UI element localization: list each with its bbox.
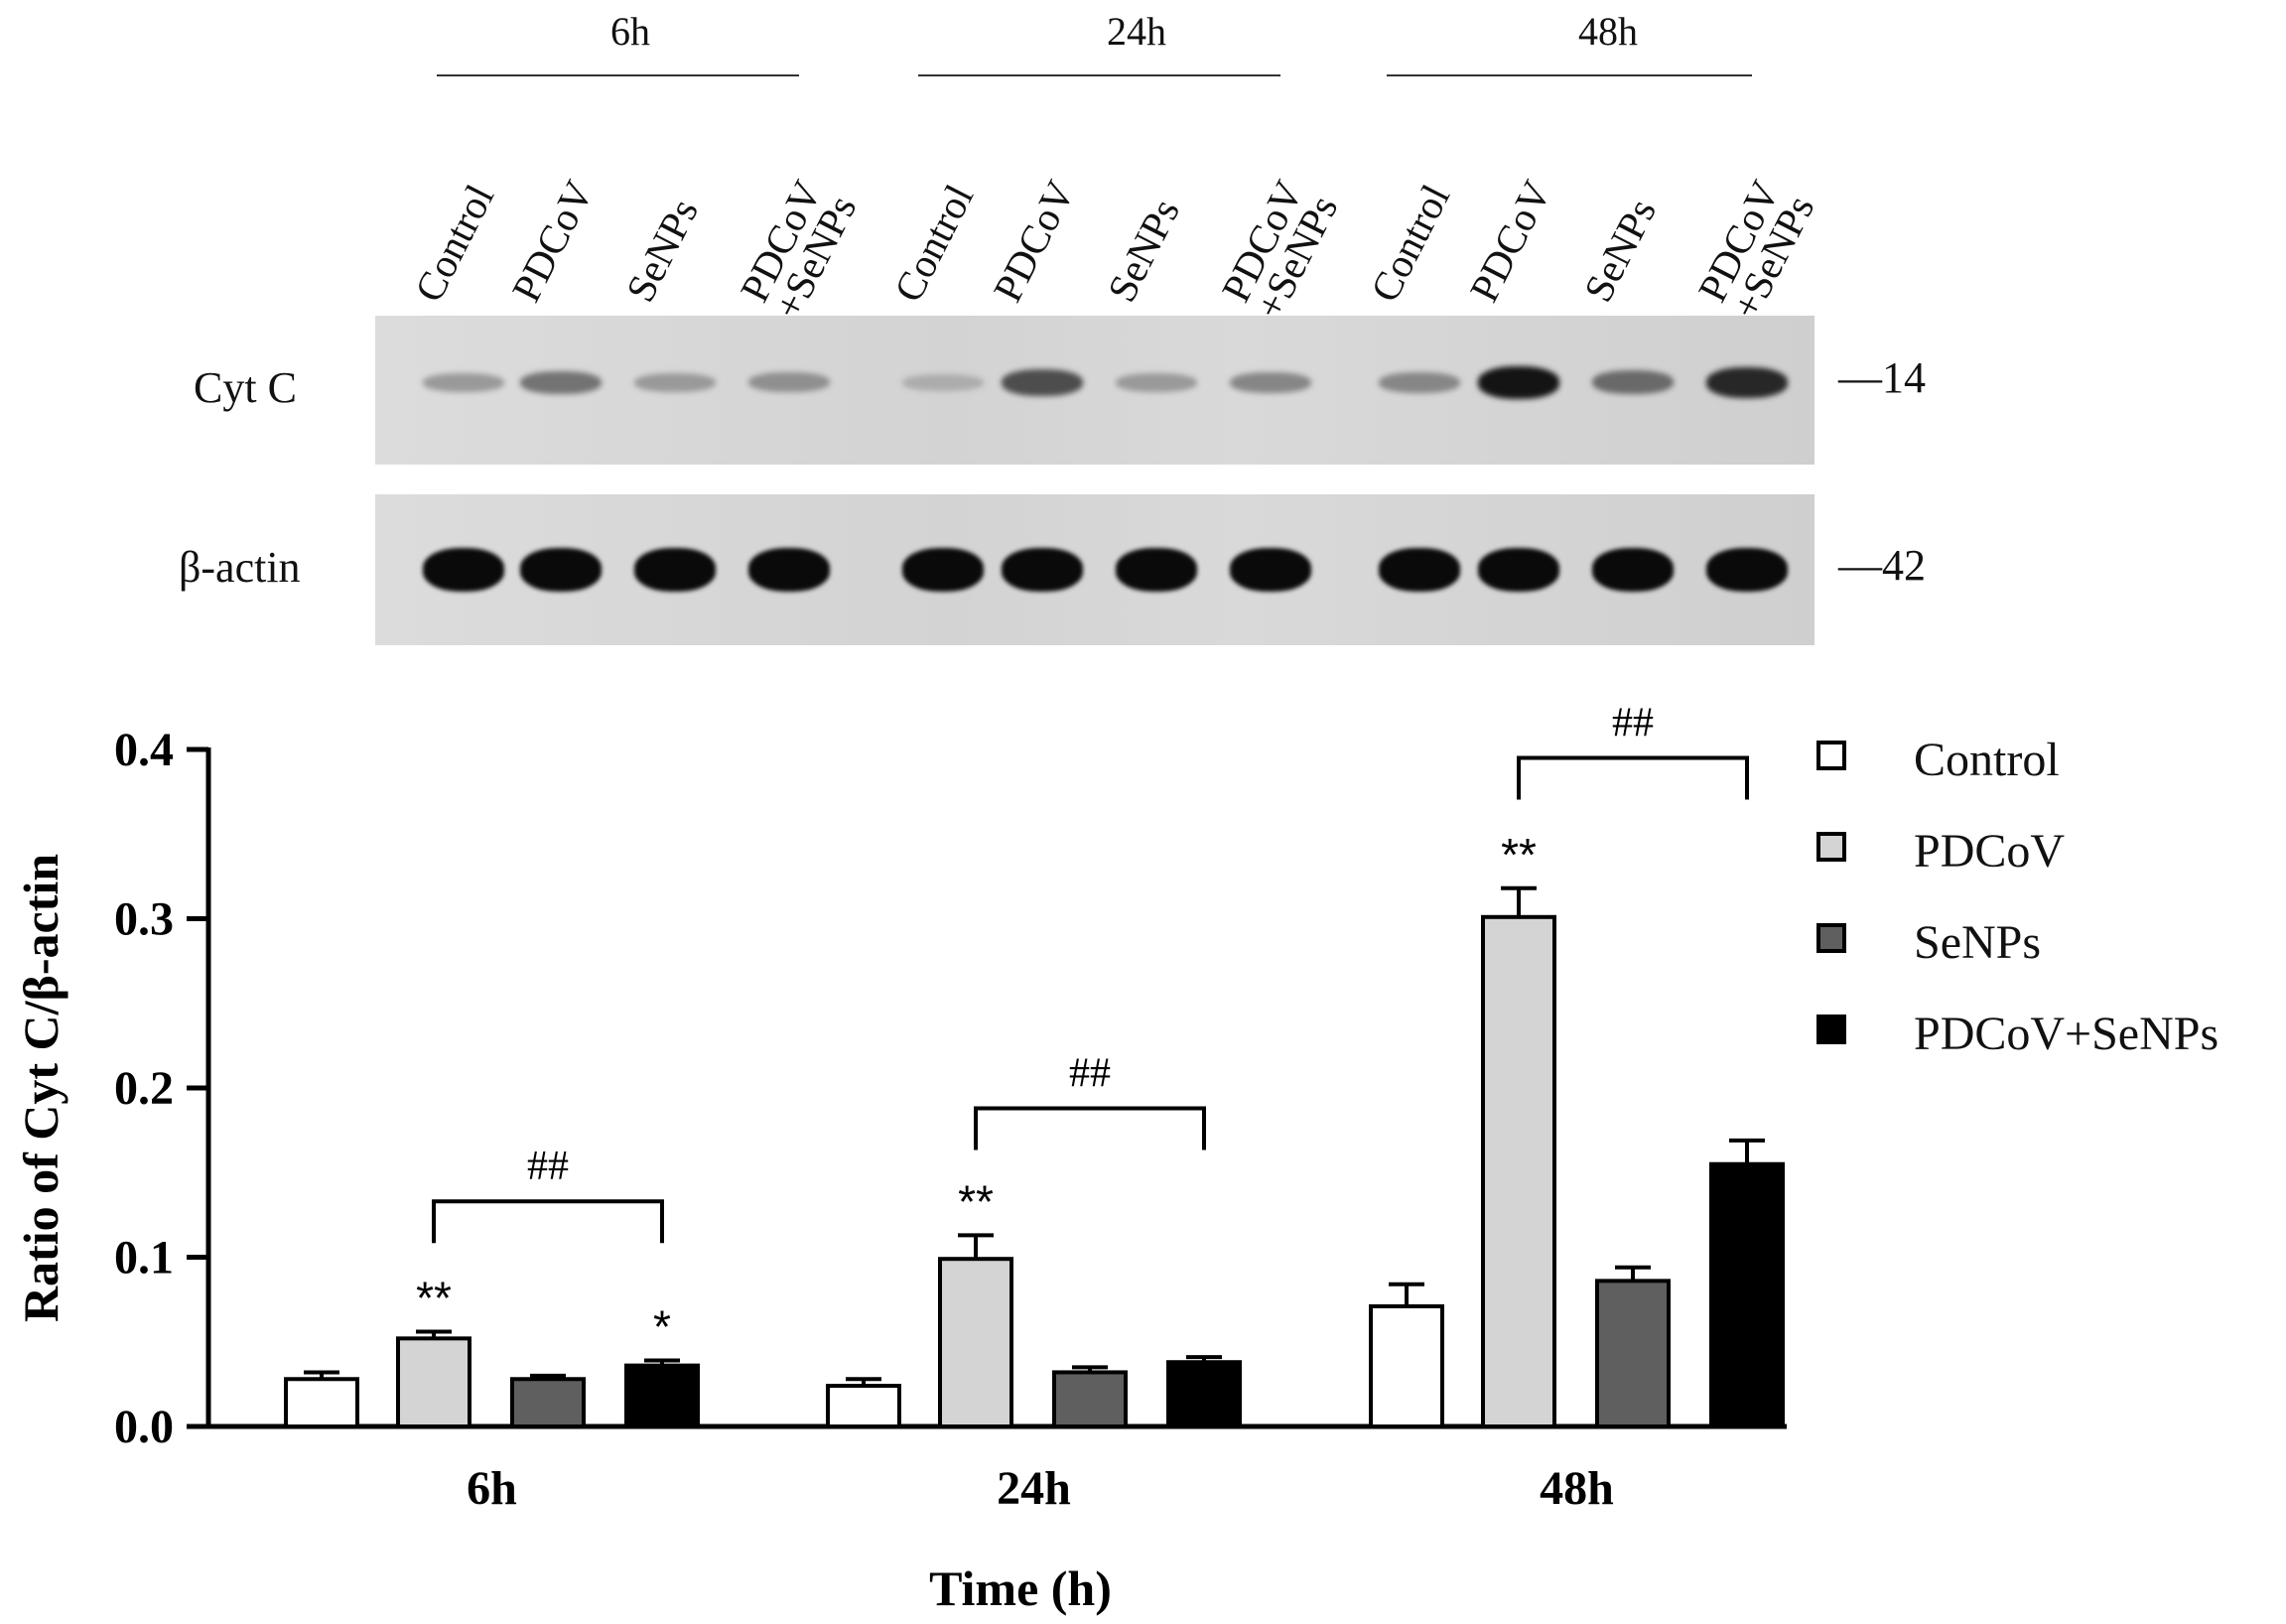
blot-band (748, 548, 830, 592)
blot-timepoint-label: 48h (1578, 9, 1638, 54)
blot-band (1706, 548, 1788, 592)
legend-swatch (1816, 923, 1846, 953)
blot-band (1002, 548, 1083, 592)
blot-lane-label: Control (884, 177, 983, 310)
blot-band (1478, 365, 1559, 399)
blot-lane-label: PDCoV +SeNPs (731, 173, 866, 327)
y-tick-label: 0.1 (114, 1232, 174, 1285)
legend-label: Control (1914, 734, 2060, 786)
blot-lane-label: PDCoV (984, 173, 1084, 310)
blot-band (520, 548, 602, 592)
blot-band (748, 372, 830, 392)
blot-lane-label: SeNPs (1574, 191, 1666, 310)
bar (284, 1377, 359, 1429)
y-tick-label: 0.0 (114, 1401, 174, 1453)
comparison-label: ## (1069, 1050, 1111, 1096)
significance-label: * (653, 1301, 671, 1353)
significance-label: ** (1501, 829, 1537, 880)
legend-swatch (1816, 832, 1846, 862)
blot-row-label: Cyt C (194, 363, 297, 412)
blot-band (423, 372, 504, 392)
blot-lane-label: SeNPs (1098, 191, 1189, 310)
blot-band (423, 548, 504, 592)
blot-row-label: β-actin (179, 543, 301, 592)
blot-band (1230, 548, 1311, 592)
blot-membrane (375, 494, 1815, 645)
y-tick-label: 0.3 (114, 893, 174, 946)
blot-lane-label: PDCoV +SeNPs (1688, 173, 1823, 327)
blot-band (1592, 370, 1674, 394)
blot-membrane (375, 316, 1815, 465)
blot-lane-label: Control (1361, 177, 1459, 310)
x-tick-label: 24h (997, 1462, 1071, 1515)
legend-swatch (1816, 1015, 1846, 1044)
bar (1369, 1303, 1444, 1429)
bar-chart: 0.00.10.20.30.4*******######6h 24h 48hTime… (13, 701, 1787, 1616)
blot-band (1230, 371, 1311, 393)
blot-band (1379, 548, 1460, 592)
blot-band (1592, 548, 1674, 592)
bar (510, 1377, 586, 1429)
blot-lane-label: PDCoV (1460, 173, 1560, 310)
x-tick-label: 6h (467, 1462, 517, 1515)
bar (1481, 914, 1556, 1429)
blot-band (1116, 548, 1197, 592)
significance-label: ** (416, 1273, 452, 1324)
legend-label: PDCoV (1914, 825, 2066, 878)
bar (826, 1384, 901, 1429)
legend-label: PDCoV+SeNPs (1914, 1008, 2219, 1060)
blot-band (1379, 371, 1460, 393)
significance-label: ** (958, 1175, 994, 1227)
blot-band (634, 372, 716, 392)
blot-band (1116, 372, 1197, 392)
bar (624, 1363, 700, 1428)
x-tick-label: 48h (1540, 1462, 1614, 1515)
blot-marker-label: —42 (1838, 541, 1926, 590)
blot-timepoint-divider (437, 74, 799, 76)
bar (1052, 1370, 1128, 1429)
blot-band (1478, 548, 1559, 592)
blot-timepoint-label: 6h (610, 9, 650, 54)
comparison-bracket (432, 1199, 664, 1244)
comparison-bracket (974, 1106, 1206, 1150)
blot-band (902, 373, 984, 391)
bar (396, 1336, 471, 1429)
x-axis-title: Time (h) (929, 1560, 1112, 1616)
blot-lane-label: SeNPs (616, 191, 708, 310)
blot-marker-label: —14 (1838, 353, 1926, 402)
bar (938, 1257, 1013, 1429)
y-tick-label: 0.4 (114, 724, 174, 776)
blot-band (1002, 368, 1083, 396)
comparison-bracket (1517, 755, 1749, 800)
legend-label: SeNPs (1914, 916, 2042, 969)
blot-band (634, 548, 716, 592)
y-axis-title: Ratio of Cyt C/β-actin (13, 854, 68, 1322)
blot-timepoint-divider (1387, 74, 1752, 76)
comparison-label: ## (527, 1144, 569, 1189)
bar (1595, 1279, 1671, 1428)
legend-swatch (1816, 741, 1846, 770)
blot-lane-label: Control (405, 177, 503, 310)
blot-band (1706, 366, 1788, 398)
comparison-label: ## (1612, 701, 1654, 746)
y-tick-label: 0.2 (114, 1062, 174, 1115)
bar (1166, 1360, 1242, 1429)
blot-timepoint-divider (918, 74, 1280, 76)
bar (1709, 1161, 1785, 1428)
blot-lane-label: PDCoV +SeNPs (1212, 173, 1347, 327)
blot-band (902, 548, 984, 592)
blot-lane-label: PDCoV (502, 173, 603, 310)
blot-timepoint-label: 24h (1107, 9, 1166, 54)
blot-band (520, 370, 602, 394)
